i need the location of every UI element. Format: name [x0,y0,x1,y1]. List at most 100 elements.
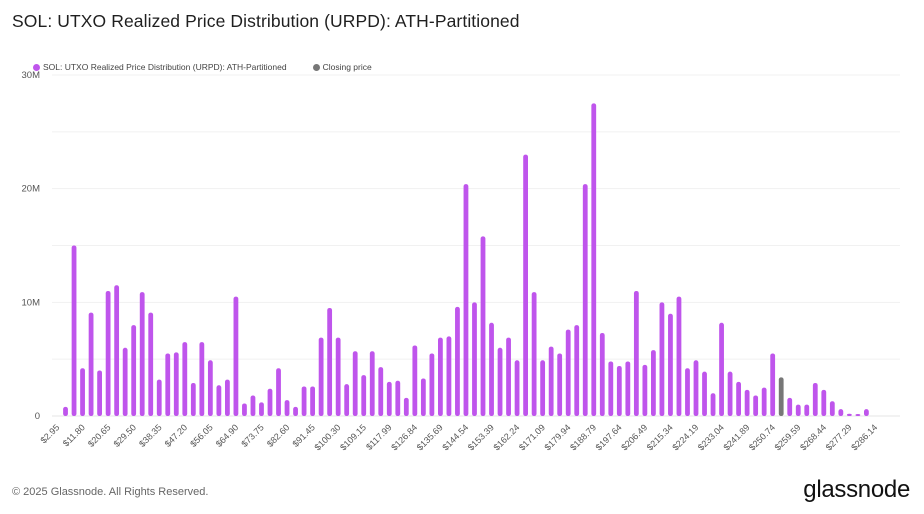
urpd-bar[interactable] [812,383,818,416]
urpd-bar[interactable] [386,381,392,416]
urpd-bar[interactable] [173,352,179,416]
urpd-bar[interactable] [838,409,844,416]
urpd-bar[interactable] [122,347,128,416]
closing-price-bar[interactable] [778,377,784,416]
urpd-bar[interactable] [446,336,452,416]
urpd-bar[interactable] [395,380,401,416]
urpd-bar[interactable] [719,322,724,416]
urpd-bar[interactable] [114,285,120,416]
urpd-bar[interactable] [199,342,205,416]
urpd-bar[interactable] [591,103,597,417]
urpd-bar[interactable] [693,360,699,416]
urpd-bar[interactable] [829,401,835,416]
urpd-bar[interactable] [761,387,767,416]
urpd-bar[interactable] [685,368,690,416]
urpd-bar[interactable] [582,184,588,416]
urpd-bar[interactable] [97,370,102,416]
urpd-bar[interactable] [250,395,256,416]
urpd-bar[interactable] [804,404,810,416]
urpd-bar[interactable] [565,329,571,416]
urpd-bar[interactable] [369,351,375,416]
urpd-bar[interactable] [233,296,239,416]
urpd-bar[interactable] [361,375,367,416]
urpd-bar[interactable] [455,306,460,416]
urpd-bar[interactable] [472,302,477,416]
urpd-bar[interactable] [267,388,273,416]
urpd-bar[interactable] [506,337,511,416]
urpd-bar[interactable] [668,313,673,416]
urpd-bar[interactable] [318,337,324,416]
urpd-bar[interactable] [548,346,554,416]
urpd-bar[interactable] [310,386,315,416]
urpd-bar[interactable] [599,333,605,416]
urpd-bar[interactable] [736,381,741,416]
urpd-bar[interactable] [344,384,350,416]
urpd-bar[interactable] [207,360,213,416]
urpd-bar[interactable] [651,350,656,416]
legend-item-urpd[interactable]: SOL: UTXO Realized Price Distribution (U… [33,62,287,72]
urpd-bar[interactable] [148,312,154,416]
urpd-bar[interactable] [463,184,469,416]
urpd-bar[interactable] [616,365,622,416]
urpd-bar[interactable] [284,400,290,416]
urpd-bar[interactable] [293,406,298,416]
urpd-bar[interactable] [642,364,648,416]
urpd-bar[interactable] [182,342,188,416]
urpd-bar[interactable] [523,154,528,417]
urpd-bar[interactable] [633,290,639,416]
urpd-bar[interactable] [855,414,861,416]
urpd-bar[interactable] [165,353,171,416]
urpd-bar[interactable] [438,337,443,416]
urpd-bar[interactable] [864,409,869,416]
urpd-bar[interactable] [88,312,94,416]
urpd-bar[interactable] [846,413,852,416]
urpd-bar[interactable] [480,236,486,416]
urpd-bar[interactable] [574,325,580,416]
urpd-bar[interactable] [412,345,418,416]
urpd-bar[interactable] [225,379,230,416]
urpd-bar[interactable] [276,368,281,416]
urpd-bar[interactable] [489,322,494,416]
urpd-bar[interactable] [787,397,793,416]
urpd-bar[interactable] [156,379,162,416]
urpd-bar[interactable] [71,245,77,417]
urpd-bar[interactable] [557,353,563,416]
urpd-bar[interactable] [378,367,384,416]
urpd-bar[interactable] [676,296,682,416]
urpd-bar[interactable] [753,395,759,416]
urpd-bar[interactable] [821,389,827,416]
urpd-bar[interactable] [514,360,520,416]
urpd-bar[interactable] [301,386,307,416]
y-tick-label: 10M [22,297,41,308]
urpd-bar[interactable] [608,361,614,416]
urpd-bar[interactable] [63,406,68,416]
urpd-bar[interactable] [659,302,665,416]
urpd-bar[interactable] [105,290,111,416]
urpd-bar[interactable] [429,353,435,416]
urpd-bar[interactable] [702,371,707,416]
urpd-bar[interactable] [190,383,196,416]
urpd-bar[interactable] [420,378,426,416]
urpd-bar[interactable] [531,292,537,416]
x-tick-label: $215.34 [645,422,675,452]
urpd-bar[interactable] [727,371,733,416]
urpd-bar[interactable] [259,402,264,416]
urpd-bar[interactable] [403,397,409,416]
urpd-bar[interactable] [242,403,247,416]
urpd-bar[interactable] [131,325,137,416]
x-tick-label: $64.90 [214,422,241,449]
urpd-bar[interactable] [770,353,776,416]
urpd-bar[interactable] [352,351,358,416]
urpd-bar[interactable] [540,360,546,416]
urpd-bar[interactable] [497,347,503,416]
urpd-bar[interactable] [327,308,333,416]
urpd-bar[interactable] [625,361,631,416]
urpd-bar[interactable] [80,368,85,416]
urpd-bar[interactable] [710,393,716,416]
legend-item-closing-price[interactable]: Closing price [312,62,372,72]
urpd-bar[interactable] [744,389,750,416]
urpd-bar[interactable] [335,337,341,416]
urpd-bar[interactable] [139,292,145,416]
urpd-bar[interactable] [795,404,801,416]
urpd-bar[interactable] [216,385,222,416]
